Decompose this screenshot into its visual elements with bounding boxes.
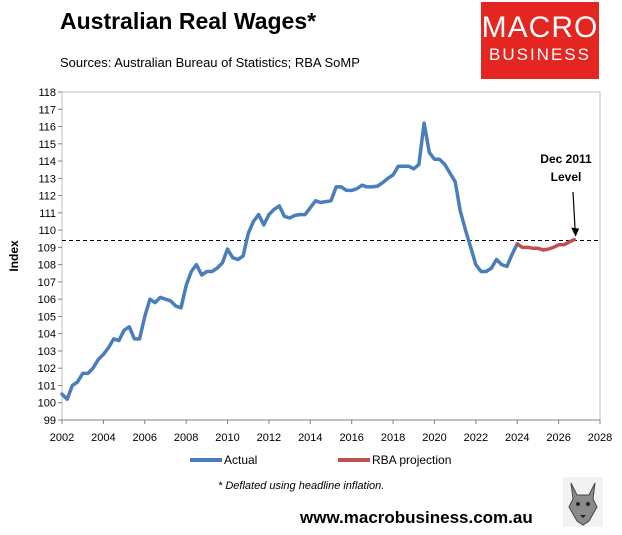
x-tick-label: 2012 [257,432,281,444]
chart-title: Australian Real Wages* [60,8,317,34]
y-tick-label: 108 [38,260,56,272]
y-tick-label: 114 [38,156,56,168]
x-tick-label: 2010 [215,432,239,444]
plot-area [61,91,601,421]
y-tick-label: 106 [38,294,56,306]
x-tick-label: 2006 [133,432,157,444]
y-tick-label: 117 [38,104,56,116]
chart-sources: Sources: Australian Bureau of Statistics… [60,55,360,70]
legend-label-projection: RBA projection [372,453,451,467]
y-tick-label: 115 [38,139,56,151]
logo-line-2: BUSINESS [489,45,591,64]
x-tick-label: 2026 [546,432,570,444]
y-axis: 99 100 101 102 103 104 105 106 107 108 109 110 111 11… [38,87,62,427]
y-tick-label: 113 [38,173,56,185]
y-tick-label: 109 [38,242,56,254]
annotation-line-2: Level [551,170,582,184]
y-tick-label: 101 [38,380,56,392]
x-tick-label: 2022 [464,432,488,444]
macrobusiness-logo: MACRO BUSINESS [481,2,599,79]
x-tick-label: 2016 [339,432,363,444]
annotation-line-1: Dec 2011 [540,152,592,166]
annotation-arrowhead [571,227,580,237]
x-tick-label: 2002 [50,432,74,444]
x-tick-label: 2018 [381,432,405,444]
wolf-logo-icon [563,477,603,527]
logo-line-1: MACRO [481,11,599,44]
projection-series-line [515,237,576,252]
y-tick-label: 107 [38,277,56,289]
annotation-layer: Dec 2011 Level [540,152,592,237]
x-tick-label: 2024 [505,432,529,444]
y-axis-label: Index [7,240,21,272]
series-layer [60,121,576,402]
x-tick-label: 2028 [588,432,612,444]
y-tick-label: 102 [38,363,56,375]
y-tick-label: 105 [38,311,56,323]
y-tick-label: 111 [39,208,56,220]
x-axis: 2002 2004 2006 2008 2010 2012 2014 2016 2018 2020… [50,419,612,444]
x-tick-label: 2014 [298,432,322,444]
y-tick-label: 103 [38,346,56,358]
x-tick-label: 2004 [91,432,115,444]
y-tick-label: 100 [38,398,56,410]
y-tick-label: 99 [44,415,56,427]
x-tick-label: 2008 [174,432,198,444]
y-tick-label: 118 [38,87,56,99]
y-tick-label: 112 [38,191,56,203]
legend: Actual RBA projection [190,453,451,467]
website-url: www.macrobusiness.com.au [300,508,533,527]
annotation-arrow [572,191,576,231]
y-tick-label: 116 [38,122,56,134]
x-tick-label: 2020 [422,432,446,444]
y-tick-label: 104 [38,329,56,341]
footnote: * Deflated using headline inflation. [218,480,385,492]
legend-label-actual: Actual [224,453,257,467]
y-tick-label: 110 [38,225,56,237]
actual-series-line [60,121,519,402]
